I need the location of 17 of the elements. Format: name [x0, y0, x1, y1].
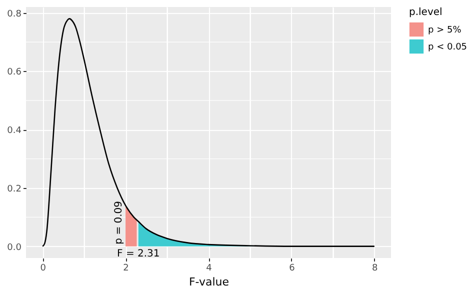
x-tick-label: 8 [372, 264, 378, 274]
x-tick-label: 2 [123, 264, 129, 274]
x-axis-title: F-value [188, 276, 230, 288]
y-tick-label: 0.2 [7, 184, 22, 194]
x-tick-label: 4 [206, 264, 212, 274]
legend-label: p > 5% [428, 26, 462, 36]
legend-title: p.level [409, 7, 442, 18]
legend-label: p < 0.05 [428, 42, 468, 52]
y-tick-label: 0.6 [7, 68, 22, 78]
y-tick-label: 0.8 [7, 9, 22, 20]
y-tick-label: 0.4 [7, 126, 22, 136]
annotation: p = 0.09 [114, 200, 125, 244]
y-tick-label: 0.0 [7, 242, 22, 253]
line-series [42, 18, 376, 247]
x-tick-label: 0 [40, 264, 46, 274]
x-tick-label: 6 [289, 264, 296, 274]
annotation: F = 2.31 [117, 248, 160, 260]
